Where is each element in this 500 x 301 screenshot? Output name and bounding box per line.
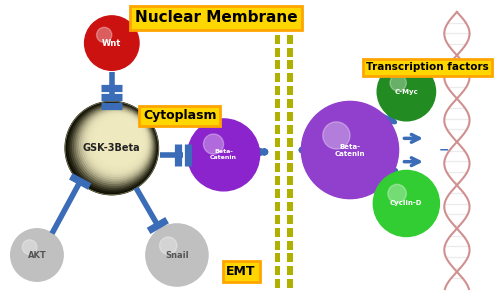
Circle shape (81, 110, 150, 179)
Circle shape (88, 114, 146, 172)
Circle shape (84, 16, 139, 70)
Bar (274, 150, 280, 160)
Text: Beta-
Catenin: Beta- Catenin (334, 144, 365, 157)
Bar (274, 138, 280, 147)
Circle shape (108, 124, 136, 152)
Bar (288, 9, 292, 18)
Bar (274, 9, 280, 18)
Circle shape (92, 116, 144, 168)
Circle shape (188, 119, 260, 191)
Circle shape (96, 27, 112, 42)
Text: AKT: AKT (28, 250, 46, 259)
Bar (274, 253, 280, 262)
Bar (288, 112, 292, 121)
Bar (274, 189, 280, 198)
Bar (274, 202, 280, 211)
Bar (288, 125, 292, 134)
Circle shape (377, 63, 436, 121)
Bar (274, 112, 280, 121)
Circle shape (146, 224, 208, 286)
Bar (274, 279, 280, 288)
Circle shape (84, 112, 148, 175)
Bar (274, 22, 280, 31)
Circle shape (106, 123, 136, 154)
Bar (274, 266, 280, 275)
Circle shape (96, 118, 142, 164)
Bar (288, 22, 292, 31)
Bar (274, 99, 280, 108)
Bar (274, 228, 280, 237)
Bar (288, 61, 292, 70)
Circle shape (65, 101, 158, 195)
Text: Cyclin-D: Cyclin-D (390, 200, 422, 206)
Bar (288, 176, 292, 185)
Circle shape (104, 122, 138, 156)
Bar (288, 150, 292, 160)
Circle shape (86, 113, 147, 173)
Text: EMT: EMT (226, 265, 256, 278)
Circle shape (160, 237, 177, 254)
Bar (288, 99, 292, 108)
Text: C-Myc: C-Myc (394, 89, 418, 95)
Text: GSK-3Beta: GSK-3Beta (83, 143, 140, 153)
Bar (288, 86, 292, 95)
Circle shape (80, 109, 151, 181)
Bar (274, 86, 280, 95)
Bar (288, 138, 292, 147)
Circle shape (390, 75, 406, 91)
Bar (288, 189, 292, 198)
Bar (274, 73, 280, 82)
Text: Wnt: Wnt (102, 39, 122, 48)
Bar (274, 176, 280, 185)
Bar (274, 215, 280, 224)
Bar (274, 125, 280, 134)
Circle shape (78, 108, 152, 182)
Text: Transcription factors: Transcription factors (366, 62, 489, 72)
Circle shape (323, 122, 350, 149)
Bar (288, 240, 292, 250)
Circle shape (10, 229, 63, 281)
Circle shape (68, 103, 156, 191)
Circle shape (102, 121, 139, 157)
Bar (274, 240, 280, 250)
Text: Beta-
Catenin: Beta- Catenin (210, 150, 237, 160)
Bar (288, 202, 292, 211)
Bar (274, 35, 280, 44)
Circle shape (97, 119, 142, 163)
Bar (288, 163, 292, 172)
Circle shape (70, 104, 156, 189)
Text: Nuclear Membrane: Nuclear Membrane (134, 10, 297, 25)
Circle shape (101, 120, 140, 159)
Circle shape (114, 127, 133, 147)
Text: Cytoplasm: Cytoplasm (143, 110, 216, 123)
Circle shape (204, 134, 224, 154)
Bar (288, 215, 292, 224)
Bar (288, 48, 292, 57)
Bar (288, 73, 292, 82)
Circle shape (72, 105, 154, 188)
Circle shape (112, 126, 134, 148)
Circle shape (110, 125, 134, 150)
Circle shape (76, 107, 153, 184)
Bar (288, 35, 292, 44)
Circle shape (90, 115, 145, 170)
Circle shape (302, 101, 398, 199)
Bar (288, 228, 292, 237)
Circle shape (374, 170, 440, 237)
Bar (288, 253, 292, 262)
Circle shape (94, 116, 144, 166)
Circle shape (74, 106, 154, 186)
Circle shape (99, 119, 140, 161)
Bar (288, 266, 292, 275)
Text: Snail: Snail (165, 250, 188, 259)
Bar (288, 279, 292, 288)
Circle shape (83, 111, 149, 177)
Circle shape (22, 240, 37, 254)
Bar (274, 61, 280, 70)
Text: −: − (439, 144, 450, 157)
Circle shape (388, 184, 406, 203)
Bar (274, 163, 280, 172)
Bar (274, 48, 280, 57)
